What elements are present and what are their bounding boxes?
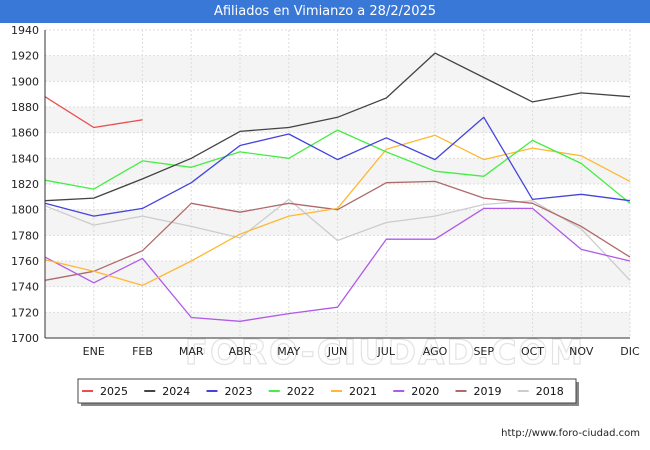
series-line-2023 (44, 116, 631, 217)
axes (44, 30, 630, 339)
y-tick-label: 1860 (11, 127, 39, 140)
y-tick-label: 1720 (11, 306, 39, 319)
x-tick-label: JUL (377, 345, 396, 358)
legend-label-2018: 2018 (536, 385, 564, 398)
series-line-2020 (44, 207, 631, 322)
legend-label-2019: 2019 (474, 385, 502, 398)
plot-band (45, 312, 630, 338)
series-line-2018 (44, 198, 631, 281)
y-tick-label: 1800 (11, 204, 39, 217)
x-tick-label: FEB (132, 345, 153, 358)
watermark: FORO-CIUDAD.COM (185, 333, 586, 373)
y-tick-label: 1940 (11, 24, 39, 37)
legend: 2025 2024 2023 2022 2021 2020 2019 2018 (77, 378, 579, 406)
y-tick-label: 1840 (11, 152, 39, 165)
y-tick-label: 1820 (11, 178, 39, 191)
y-tick-label: 1900 (11, 75, 39, 88)
y-axis-ticks: 1700 1720 1740 1760 1780 1800 1820 1840 1860 1880… (11, 24, 39, 345)
y-tick-label: 1760 (11, 255, 39, 268)
legend-label-2025: 2025 (100, 385, 128, 398)
x-tick-label: JUN (327, 345, 348, 358)
series-line-2022 (44, 129, 631, 204)
x-tick-label: SEP (473, 345, 494, 358)
x-tick-label: ENE (83, 345, 105, 358)
y-tick-label: 1740 (11, 281, 39, 294)
y-tick-label: 1920 (11, 50, 39, 63)
legend-label-2020: 2020 (411, 385, 439, 398)
y-tick-label: 1700 (11, 332, 39, 345)
legend-label-2021: 2021 (349, 385, 377, 398)
x-tick-label: OCT (521, 345, 544, 358)
x-tick-label: ABR (229, 345, 252, 358)
y-tick-label: 1880 (11, 101, 39, 114)
series-line-2021 (44, 134, 631, 287)
series-line-2025 (44, 96, 143, 129)
x-tick-label: DIC (620, 345, 640, 358)
legend-label-2022: 2022 (287, 385, 315, 398)
x-tick-label: MAY (277, 345, 300, 358)
x-tick-label: NOV (569, 345, 594, 358)
series-line-2019 (44, 180, 631, 281)
y-tick-label: 1780 (11, 229, 39, 242)
series-lines (44, 52, 631, 322)
legend-label-2024: 2024 (162, 385, 190, 398)
x-tick-label: AGO (423, 345, 448, 358)
series-line-2024 (44, 52, 631, 202)
legend-box (77, 378, 577, 404)
legend-label-2023: 2023 (225, 385, 253, 398)
x-tick-label: MAR (179, 345, 204, 358)
chart-title: Afiliados en Vimianzo a 28/2/2025 (0, 0, 650, 23)
footer-url[interactable]: http://www.foro-ciudad.com (501, 428, 640, 439)
x-axis-ticks: ENE FEB MAR ABR MAY JUN JUL AGO SEP OCT NOV DIC (83, 345, 640, 358)
